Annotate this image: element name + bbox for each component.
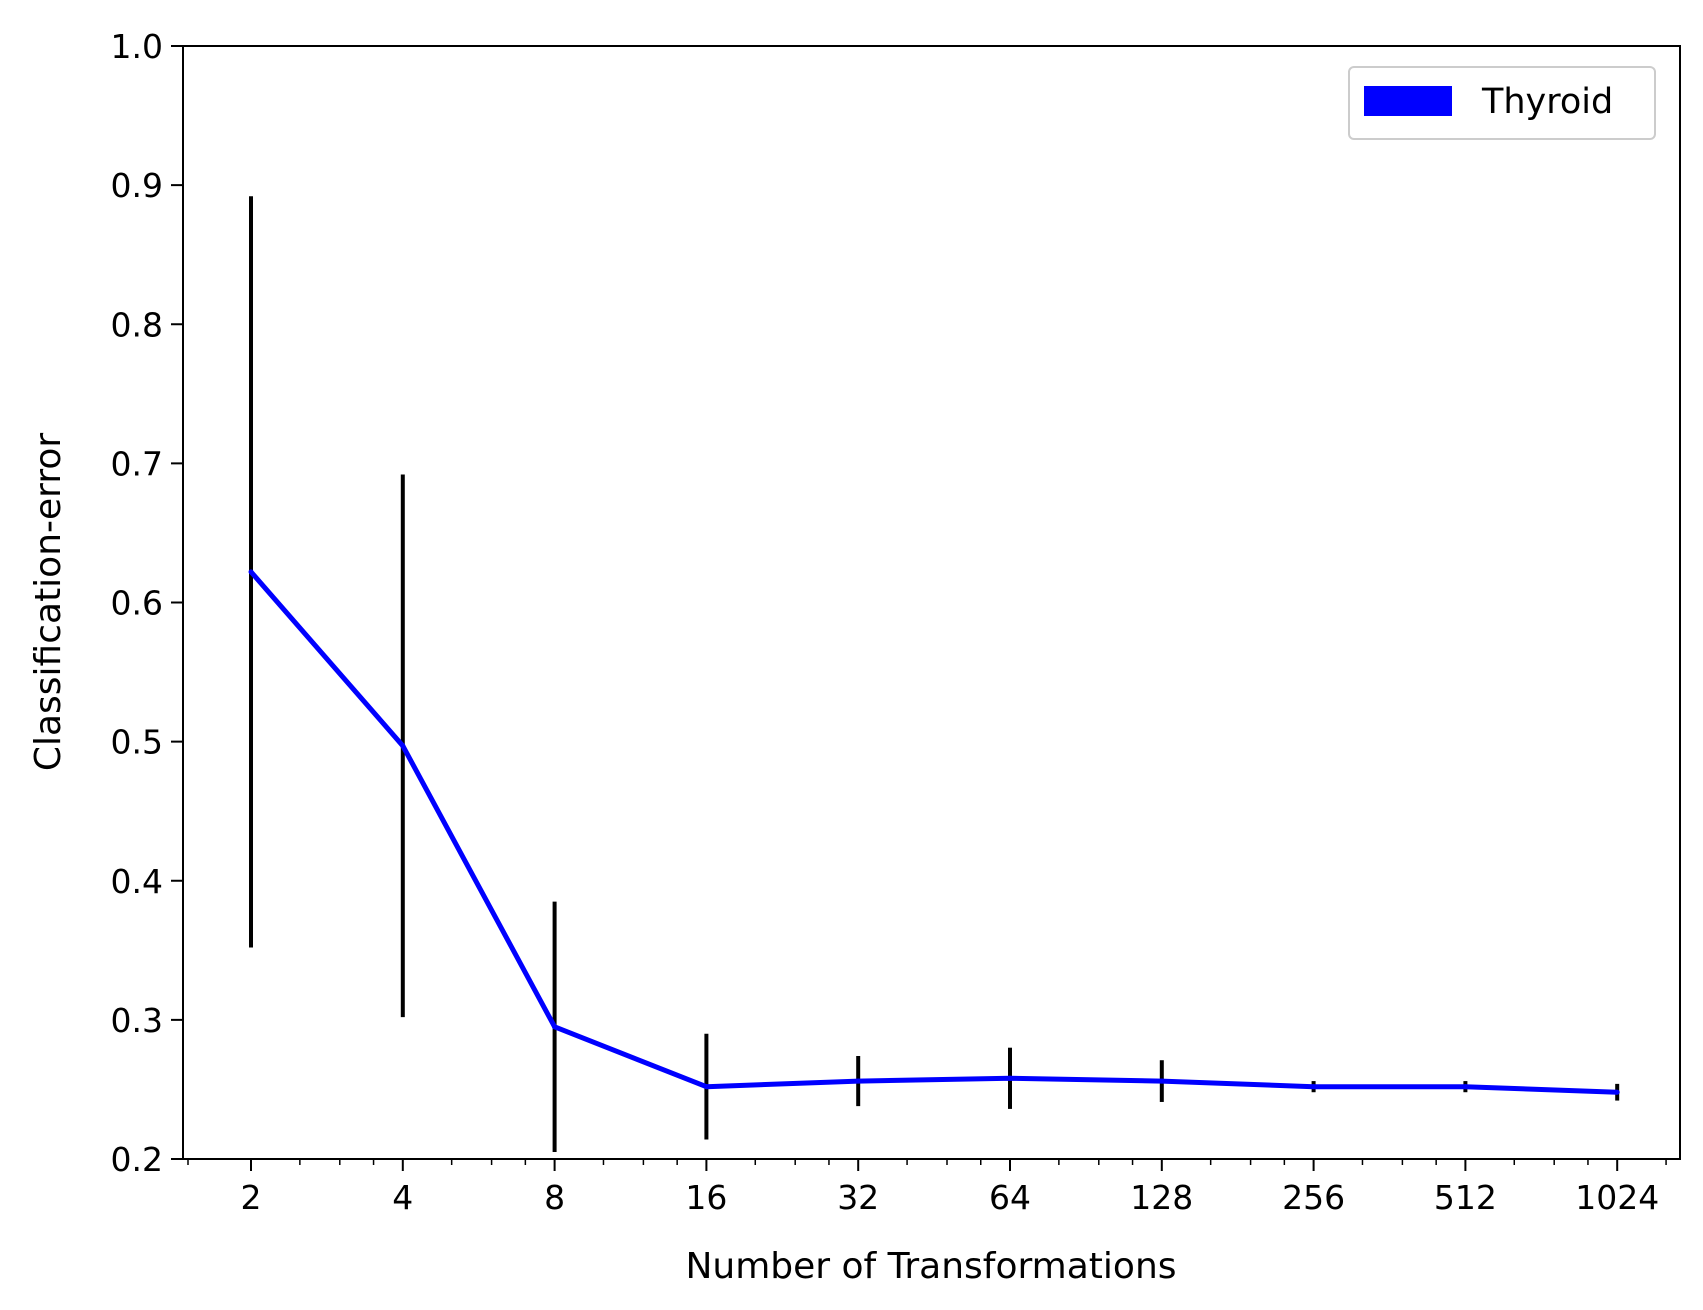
legend-label-thyroid: Thyroid <box>1481 82 1613 122</box>
y-tick-label: 0.2 <box>111 1140 163 1179</box>
series-line-thyroid <box>249 570 1618 1095</box>
y-tick-label: 0.4 <box>111 862 163 901</box>
x-tick-label: 64 <box>989 1178 1031 1217</box>
data-point-thyroid <box>1159 1078 1165 1084</box>
x-tick-label: 128 <box>1130 1178 1193 1217</box>
x-axis-label: Number of Transformations <box>685 1246 1176 1287</box>
data-point-thyroid <box>248 569 254 575</box>
x-tick-label: 4 <box>392 1178 413 1217</box>
series-layer <box>248 569 1620 1095</box>
data-point-thyroid <box>400 743 406 749</box>
y-tick-label: 0.3 <box>111 1001 163 1040</box>
y-tick-label: 1.0 <box>111 27 163 66</box>
x-tick-label: 8 <box>544 1178 565 1217</box>
y-tick-label: 0.9 <box>111 166 163 205</box>
x-axis-ticks: 2 4 8 16 32 64 128 256 512 1024 <box>241 1159 1659 1217</box>
legend: Thyroid <box>1348 66 1656 140</box>
plot-frame <box>182 45 1681 1160</box>
data-point-thyroid <box>552 1024 558 1030</box>
data-point-thyroid <box>1614 1089 1620 1095</box>
legend-frame <box>1348 66 1656 140</box>
y-tick-label: 0.6 <box>111 584 163 623</box>
data-point-thyroid <box>703 1084 709 1090</box>
data-point-thyroid <box>1462 1084 1468 1090</box>
data-point-thyroid <box>1007 1075 1013 1081</box>
x-tick-label: 32 <box>837 1178 879 1217</box>
data-point-thyroid <box>1311 1084 1317 1090</box>
x-tick-label: 256 <box>1282 1178 1345 1217</box>
x-tick-label: 512 <box>1434 1178 1497 1217</box>
y-tick-label: 0.5 <box>111 723 163 762</box>
data-point-thyroid <box>855 1078 861 1084</box>
y-tick-label: 0.7 <box>111 444 163 483</box>
x-tick-label: 16 <box>685 1178 727 1217</box>
x-tick-label: 1024 <box>1575 1178 1659 1217</box>
y-axis-ticks: 0.2 0.3 0.4 0.5 0.6 0.7 0.8 0.9 1.0 <box>111 27 183 1179</box>
x-tick-label: 2 <box>241 1178 262 1217</box>
legend-swatch-thyroid <box>1364 86 1452 116</box>
error-bars <box>249 196 1620 1153</box>
y-axis-label: Classification-error <box>28 433 69 772</box>
y-tick-label: 0.8 <box>111 305 163 344</box>
